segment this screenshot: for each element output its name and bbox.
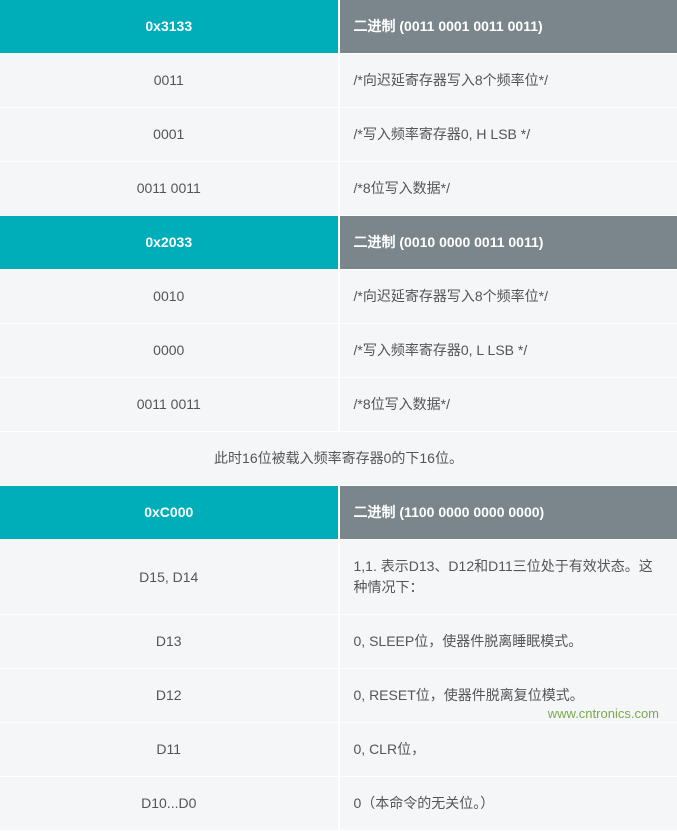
table-row: 0001 /*写入频率寄存器0, H LSB */ [0,108,677,162]
bits-comment: /*8位写入数据*/ [339,162,677,216]
bits-value: 0011 0011 [0,378,339,432]
bits-value: 0000 [0,324,339,378]
section3-header-row: 0xC000 二进制 (1100 0000 0000 0000) [0,486,677,540]
bits-comment: /*写入频率寄存器0, L LSB */ [339,324,677,378]
bits-comment: 0, SLEEP位，使器件脱离睡眠模式。 [339,615,677,669]
bits-comment: /*8位写入数据*/ [339,378,677,432]
bits-comment: /*向迟延寄存器写入8个频率位*/ [339,54,677,108]
bits-value: 0001 [0,108,339,162]
bits-value: D13 [0,615,339,669]
table-row: 0011 0011 /*8位写入数据*/ [0,378,677,432]
table-row: D15, D14 1,1. 表示D13、D12和D11三位处于有效状态。这种情况… [0,540,677,615]
caption-row: 此时16位被载入频率寄存器0的下16位。 [0,432,677,486]
table-row: D13 0, SLEEP位，使器件脱离睡眠模式。 [0,615,677,669]
section1-binary-header: 二进制 (0011 0001 0011 0011) [339,0,677,54]
table-row: 0011 /*向迟延寄存器写入8个频率位*/ [0,54,677,108]
bits-comment: /*向迟延寄存器写入8个频率位*/ [339,270,677,324]
bits-value: D11 [0,723,339,777]
bits-comment: 1,1. 表示D13、D12和D11三位处于有效状态。这种情况下： [339,540,677,615]
section1-header-row: 0x3133 二进制 (0011 0001 0011 0011) [0,0,677,54]
bits-value: 0011 [0,54,339,108]
table-row: 0000 /*写入频率寄存器0, L LSB */ [0,324,677,378]
bits-comment: 0（本命令的无关位。） [339,777,677,831]
section2-binary-header: 二进制 (0010 0000 0011 0011) [339,216,677,270]
table-row: D10...D0 0（本命令的无关位。） [0,777,677,831]
bits-value: 0010 [0,270,339,324]
section2-header-row: 0x2033 二进制 (0010 0000 0011 0011) [0,216,677,270]
caption-text: 此时16位被载入频率寄存器0的下16位。 [0,432,677,486]
bits-value: D12 [0,669,339,723]
bits-value: D15, D14 [0,540,339,615]
bits-comment: 0, CLR位， [339,723,677,777]
section2-hex-header: 0x2033 [0,216,339,270]
section1-hex-header: 0x3133 [0,0,339,54]
table-row: D11 0, CLR位， [0,723,677,777]
table-row: 0010 /*向迟延寄存器写入8个频率位*/ [0,270,677,324]
bits-value: D10...D0 [0,777,339,831]
bits-value: 0011 0011 [0,162,339,216]
bits-comment: /*写入频率寄存器0, H LSB */ [339,108,677,162]
watermark-text: www.cntronics.com [548,706,659,721]
section3-hex-header: 0xC000 [0,486,339,540]
table-row: 0011 0011 /*8位写入数据*/ [0,162,677,216]
section3-binary-header: 二进制 (1100 0000 0000 0000) [339,486,677,540]
